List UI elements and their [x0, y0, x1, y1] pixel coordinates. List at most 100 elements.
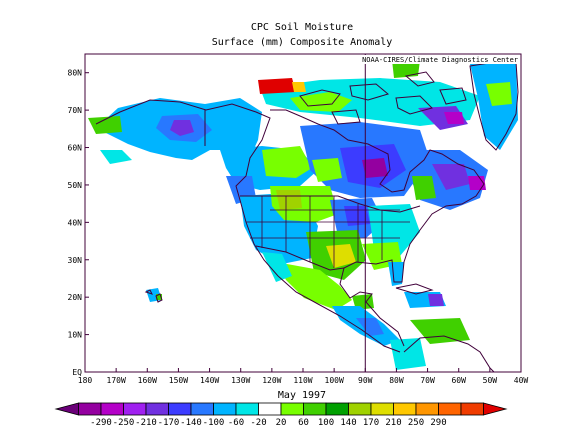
colorbar-swatch: [100, 402, 124, 416]
anomaly-region-mexico-west: [262, 252, 292, 282]
lon-tick-label: 160W: [138, 376, 157, 385]
anomaly-region-arctic-hot-edge: [292, 82, 306, 92]
colorbar-label: 20: [276, 418, 287, 428]
lon-tick-label: 130W: [231, 376, 250, 385]
attribution-box: [350, 55, 520, 64]
lon-tick-label: 170W: [107, 376, 126, 385]
colorbar-swatch: [190, 402, 214, 416]
colorbar-swatch: [438, 402, 462, 416]
anomaly-region-alaska-deficit: [170, 120, 194, 136]
colorbar-arrow-high: [483, 402, 508, 416]
lon-tick-label: 70W: [420, 376, 435, 385]
colorbar-label: -140: [180, 418, 202, 428]
colorbar-label: -290: [90, 418, 112, 428]
colorbar-label: 170: [363, 418, 379, 428]
colorbar-swatch: [123, 402, 147, 416]
anomaly-region-north-arctic-green: [290, 92, 352, 112]
colorbar-label: -170: [158, 418, 180, 428]
colorbar-swatch: [325, 402, 349, 416]
colorbar-swatch: [78, 402, 102, 416]
lon-tick-label: 110W: [293, 376, 312, 385]
lon-tick-label: 120W: [262, 376, 281, 385]
anomaly-region-central-canada-green: [312, 158, 342, 182]
colorbar-swatch: [303, 402, 327, 416]
lon-tick-label: 50W: [483, 376, 498, 385]
anomaly-region-central-america-core: [356, 318, 384, 336]
anomaly-region-labrador-green: [412, 176, 436, 200]
colorbar-label: -60: [228, 418, 244, 428]
anomaly-region-hudson-deep: [362, 158, 388, 178]
anomaly-region-aleutians: [100, 150, 132, 164]
lat-tick-label: 80N: [68, 69, 83, 78]
lon-tick-label: 60W: [451, 376, 466, 385]
anomaly-region-midwest-core: [344, 206, 370, 226]
colorbar-label: 60: [298, 418, 309, 428]
anomaly-region-mexico: [276, 262, 352, 310]
lat-tick-label: 70N: [68, 106, 83, 115]
anomaly-region-newfoundland: [468, 176, 486, 190]
colorbar: -290 -250 -210 -170 -140 -100 -60 -20 20 60 100 140…: [54, 402, 508, 428]
anomaly-region-greenland-green: [486, 82, 512, 106]
latitude-axis: EQ 10N 20N 30N 40N 50N 60N 70N 80N: [68, 69, 89, 377]
colorbar-label: -20: [250, 418, 266, 428]
anomaly-region-arctic-magenta: [444, 112, 464, 124]
colorbar-swatch: [258, 402, 282, 416]
colorbar-swatch: [213, 402, 237, 416]
colorbar-label: -250: [113, 418, 135, 428]
colorbar-swatch: [370, 402, 394, 416]
colorbar-swatch: [348, 402, 372, 416]
colorbar-arrow-low: [54, 402, 79, 416]
longitude-axis: 180 170W 160W 150W 140W 130W 120W 110W 100W 90W 80…: [78, 368, 529, 385]
colorbar-label: -100: [203, 418, 225, 428]
lon-tick-label: 150W: [169, 376, 188, 385]
anomaly-region-texas-core: [326, 244, 356, 268]
colorbar-swatch: [280, 402, 304, 416]
border-us-canada: [240, 195, 421, 213]
lat-tick-label: EQ: [72, 368, 82, 377]
colorbar-swatch: [168, 402, 192, 416]
colorbar-swatch: [235, 402, 259, 416]
lon-tick-label: 100W: [325, 376, 344, 385]
map-plot-area: NOAA-CIRES/Climate Diagnostics Center: [84, 53, 522, 373]
lat-tick-label: 10N: [68, 331, 83, 340]
border-us-states: [246, 196, 410, 268]
anomaly-region-quebec-core: [432, 164, 470, 190]
chart-title: CPC Soil Moisture: [251, 22, 353, 33]
colorbar-swatch: [393, 402, 417, 416]
coastline-hawaii: [144, 289, 163, 303]
lon-tick-label: 90W: [358, 376, 373, 385]
attribution-text: NOAA-CIRES/Climate Diagnostics Center: [362, 56, 518, 64]
anomaly-region-plains-deep: [276, 190, 302, 210]
anomaly-region-arctic-hot: [258, 78, 296, 94]
colorbar-swatch: [145, 402, 169, 416]
colorbar-label: 140: [340, 418, 356, 428]
colorbar-label: 290: [430, 418, 446, 428]
colorbar-swatch: [460, 402, 484, 416]
anomaly-region-south-america-west: [390, 338, 426, 370]
anomaly-region-west-arctic-wet: [88, 116, 122, 134]
anomaly-field: [88, 60, 518, 370]
anomaly-region-arctic-wet-east: [392, 60, 420, 78]
colorbar-label: 250: [408, 418, 424, 428]
lon-tick-label: 140W: [200, 376, 219, 385]
anomaly-region-canada-green: [262, 146, 312, 178]
chart-subtitle: Surface (mm) Composite Anomaly: [212, 37, 393, 48]
lon-tick-label: 40W: [514, 376, 529, 385]
colorbar-label: 100: [318, 418, 334, 428]
lon-tick-label: 180: [78, 376, 93, 385]
colorbar-label: 210: [385, 418, 401, 428]
anomaly-region-florida: [388, 262, 404, 286]
colorbar-swatch: [415, 402, 439, 416]
colorbar-label: -210: [135, 418, 157, 428]
lat-tick-label: 20N: [68, 293, 83, 302]
coastline-north-america: [95, 99, 485, 353]
coastline-cuba: [395, 283, 434, 295]
lat-tick-label: 40N: [68, 218, 83, 227]
lat-tick-label: 60N: [68, 144, 83, 153]
period-label: May 1997: [278, 390, 326, 401]
lat-tick-label: 50N: [68, 181, 83, 190]
lon-tick-label: 80W: [389, 376, 404, 385]
coastline-arctic-islands: [299, 71, 467, 125]
lat-tick-label: 30N: [68, 256, 83, 265]
